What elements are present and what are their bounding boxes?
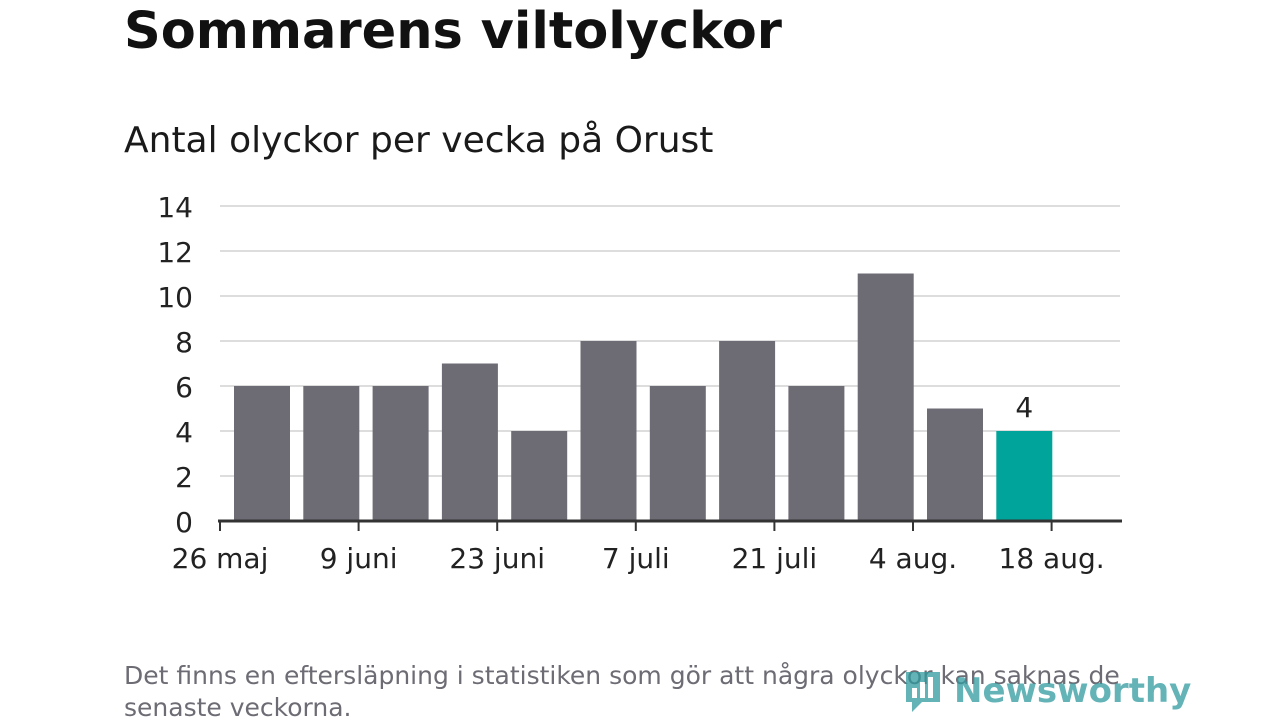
x-tick-label: 23 juni [449, 542, 545, 575]
bar [234, 386, 290, 521]
data-label: 4 [1015, 391, 1033, 424]
footnote: Det finns en eftersläpning i statistiken… [124, 661, 1120, 720]
x-tick-label: 4 aug. [869, 542, 957, 575]
brand-name: Newsworthy [954, 671, 1192, 711]
newsworthy-logo-icon [906, 672, 940, 712]
bar [788, 386, 845, 521]
x-tick-label: 26 maj [172, 542, 269, 575]
bar-highlight [996, 431, 1053, 521]
bar [927, 408, 983, 521]
y-tick-label: 12 [157, 236, 193, 269]
x-tick-label: 21 juli [732, 542, 818, 575]
y-tick-label: 0 [175, 506, 193, 539]
bar [303, 386, 360, 521]
bar [372, 386, 429, 521]
bar [580, 341, 637, 521]
bar [649, 386, 706, 521]
y-tick-label: 2 [175, 461, 193, 494]
chart-subtitle: Antal olyckor per vecka på Orust [124, 120, 714, 161]
y-tick-label: 6 [175, 371, 193, 404]
bar [511, 431, 568, 521]
x-tick-label: 9 juni [320, 542, 398, 575]
x-tick-label: 18 aug. [999, 542, 1105, 575]
bar [719, 341, 776, 521]
x-tick-label: 7 juli [602, 542, 670, 575]
bar [857, 273, 914, 521]
bar [441, 363, 498, 521]
y-tick-label: 14 [157, 191, 193, 224]
chart-title: Sommarens viltolyckor [124, 2, 782, 61]
y-tick-label: 8 [175, 326, 193, 359]
bar-chart: 0 2 4 6 8 10 12 14 4 26 maj 9 juni 23 juni 7 juli 21 … [157, 191, 1122, 575]
y-tick-label: 4 [175, 416, 193, 449]
y-tick-label: 10 [157, 281, 193, 314]
brand-logo: Newsworthy [902, 668, 1191, 714]
